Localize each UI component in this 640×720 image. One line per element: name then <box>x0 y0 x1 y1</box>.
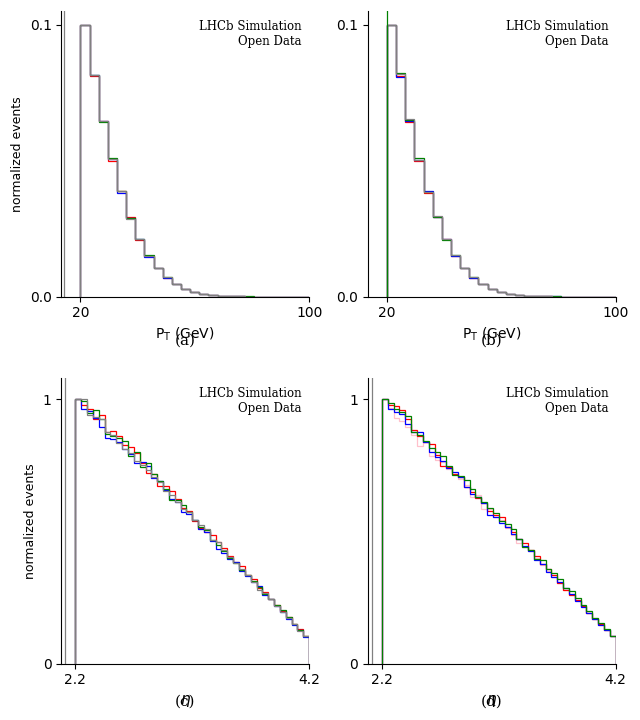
Text: LHCb Simulation
Open Data: LHCb Simulation Open Data <box>199 19 301 48</box>
Text: (a): (a) <box>175 334 196 348</box>
Text: (d): (d) <box>481 695 502 709</box>
X-axis label: $\eta$: $\eta$ <box>180 693 191 709</box>
X-axis label: $\eta$: $\eta$ <box>486 693 497 709</box>
Y-axis label: normalized events: normalized events <box>24 463 37 579</box>
Text: LHCb Simulation
Open Data: LHCb Simulation Open Data <box>506 19 608 48</box>
X-axis label: P$_{\rm T}$ (GeV): P$_{\rm T}$ (GeV) <box>462 326 522 343</box>
Text: LHCb Simulation
Open Data: LHCb Simulation Open Data <box>199 387 301 415</box>
X-axis label: P$_{\rm T}$ (GeV): P$_{\rm T}$ (GeV) <box>156 326 215 343</box>
Text: (b): (b) <box>481 334 502 348</box>
Text: (c): (c) <box>175 695 195 709</box>
Text: LHCb Simulation
Open Data: LHCb Simulation Open Data <box>506 387 608 415</box>
Y-axis label: normalized events: normalized events <box>11 96 24 212</box>
